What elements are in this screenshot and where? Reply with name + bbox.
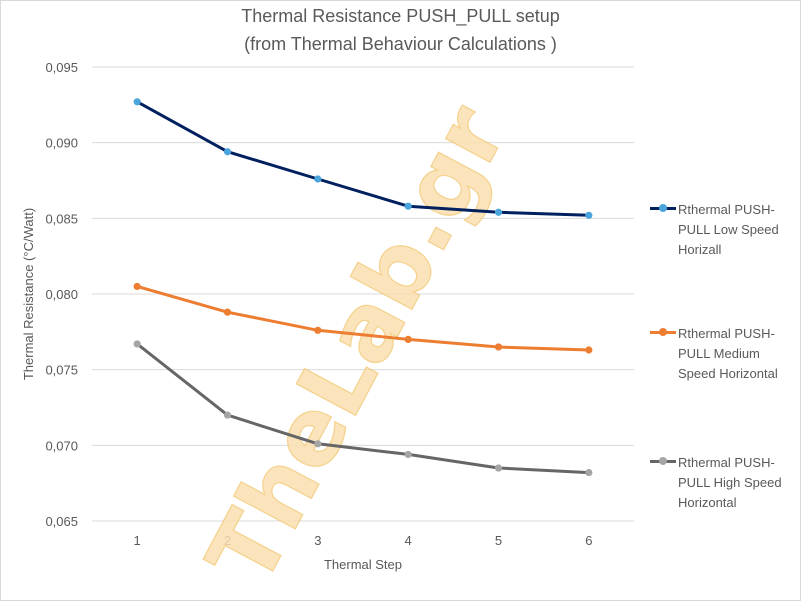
data-point bbox=[223, 411, 232, 419]
y-tick-label: 0,095 bbox=[45, 60, 78, 75]
data-point bbox=[314, 440, 322, 448]
x-tick-label: 1 bbox=[134, 533, 141, 548]
y-tick-label: 0,080 bbox=[45, 287, 78, 302]
data-point bbox=[585, 468, 593, 477]
data-point bbox=[585, 211, 593, 219]
y-tick-label: 0,065 bbox=[45, 514, 78, 529]
y-tick-label: 0,090 bbox=[45, 136, 78, 151]
data-point bbox=[223, 148, 232, 156]
data-point bbox=[223, 308, 232, 316]
x-tick-label: 4 bbox=[405, 533, 412, 548]
data-point bbox=[133, 98, 141, 106]
x-axis-label: Thermal Step bbox=[324, 557, 402, 572]
y-tick-label: 0,075 bbox=[45, 363, 78, 378]
data-point bbox=[494, 464, 503, 472]
data-point bbox=[585, 346, 593, 354]
series-line-1 bbox=[135, 100, 591, 217]
data-point bbox=[494, 208, 503, 216]
legend-label: Rthermal PUSH-PULL High Speed Horizontal bbox=[678, 455, 782, 510]
x-tick-label: 2 bbox=[224, 533, 231, 548]
x-axis-ticks: 1 2 3 4 5 6 bbox=[134, 533, 593, 548]
chart-title: Thermal Resistance PUSH_PULL setup bbox=[241, 6, 560, 26]
legend-marker bbox=[659, 204, 667, 212]
data-point bbox=[404, 335, 412, 343]
series-line-2 bbox=[135, 284, 591, 352]
gridlines bbox=[92, 66, 634, 522]
x-tick-label: 6 bbox=[585, 533, 592, 548]
y-tick-label: 0,085 bbox=[45, 211, 78, 226]
chart-subtitle: (from Thermal Behaviour Calculations ) bbox=[244, 34, 557, 54]
legend-label: Rthermal PUSH-PULL Low Speed Horizall bbox=[678, 202, 779, 257]
series-line-3 bbox=[135, 342, 591, 475]
y-axis-label: Thermal Resistance (°C/Watt) bbox=[21, 208, 36, 380]
data-point bbox=[133, 282, 141, 291]
data-point bbox=[314, 326, 322, 334]
legend-marker bbox=[659, 457, 667, 465]
y-tick-label: 0,070 bbox=[45, 438, 78, 453]
legend-marker bbox=[659, 328, 667, 336]
data-point bbox=[314, 175, 322, 183]
x-tick-label: 5 bbox=[495, 533, 502, 548]
data-point bbox=[133, 340, 141, 348]
data-point bbox=[404, 450, 412, 459]
legend-label: Rthermal PUSH-PULL Medium Speed Horizont… bbox=[678, 326, 778, 381]
y-axis-ticks: 0,065 0,070 0,075 0,080 0,085 0,090 0,095 bbox=[45, 60, 78, 529]
series-group bbox=[133, 98, 593, 477]
data-point bbox=[404, 202, 412, 210]
data-point bbox=[494, 343, 503, 351]
x-tick-label: 3 bbox=[314, 533, 321, 548]
